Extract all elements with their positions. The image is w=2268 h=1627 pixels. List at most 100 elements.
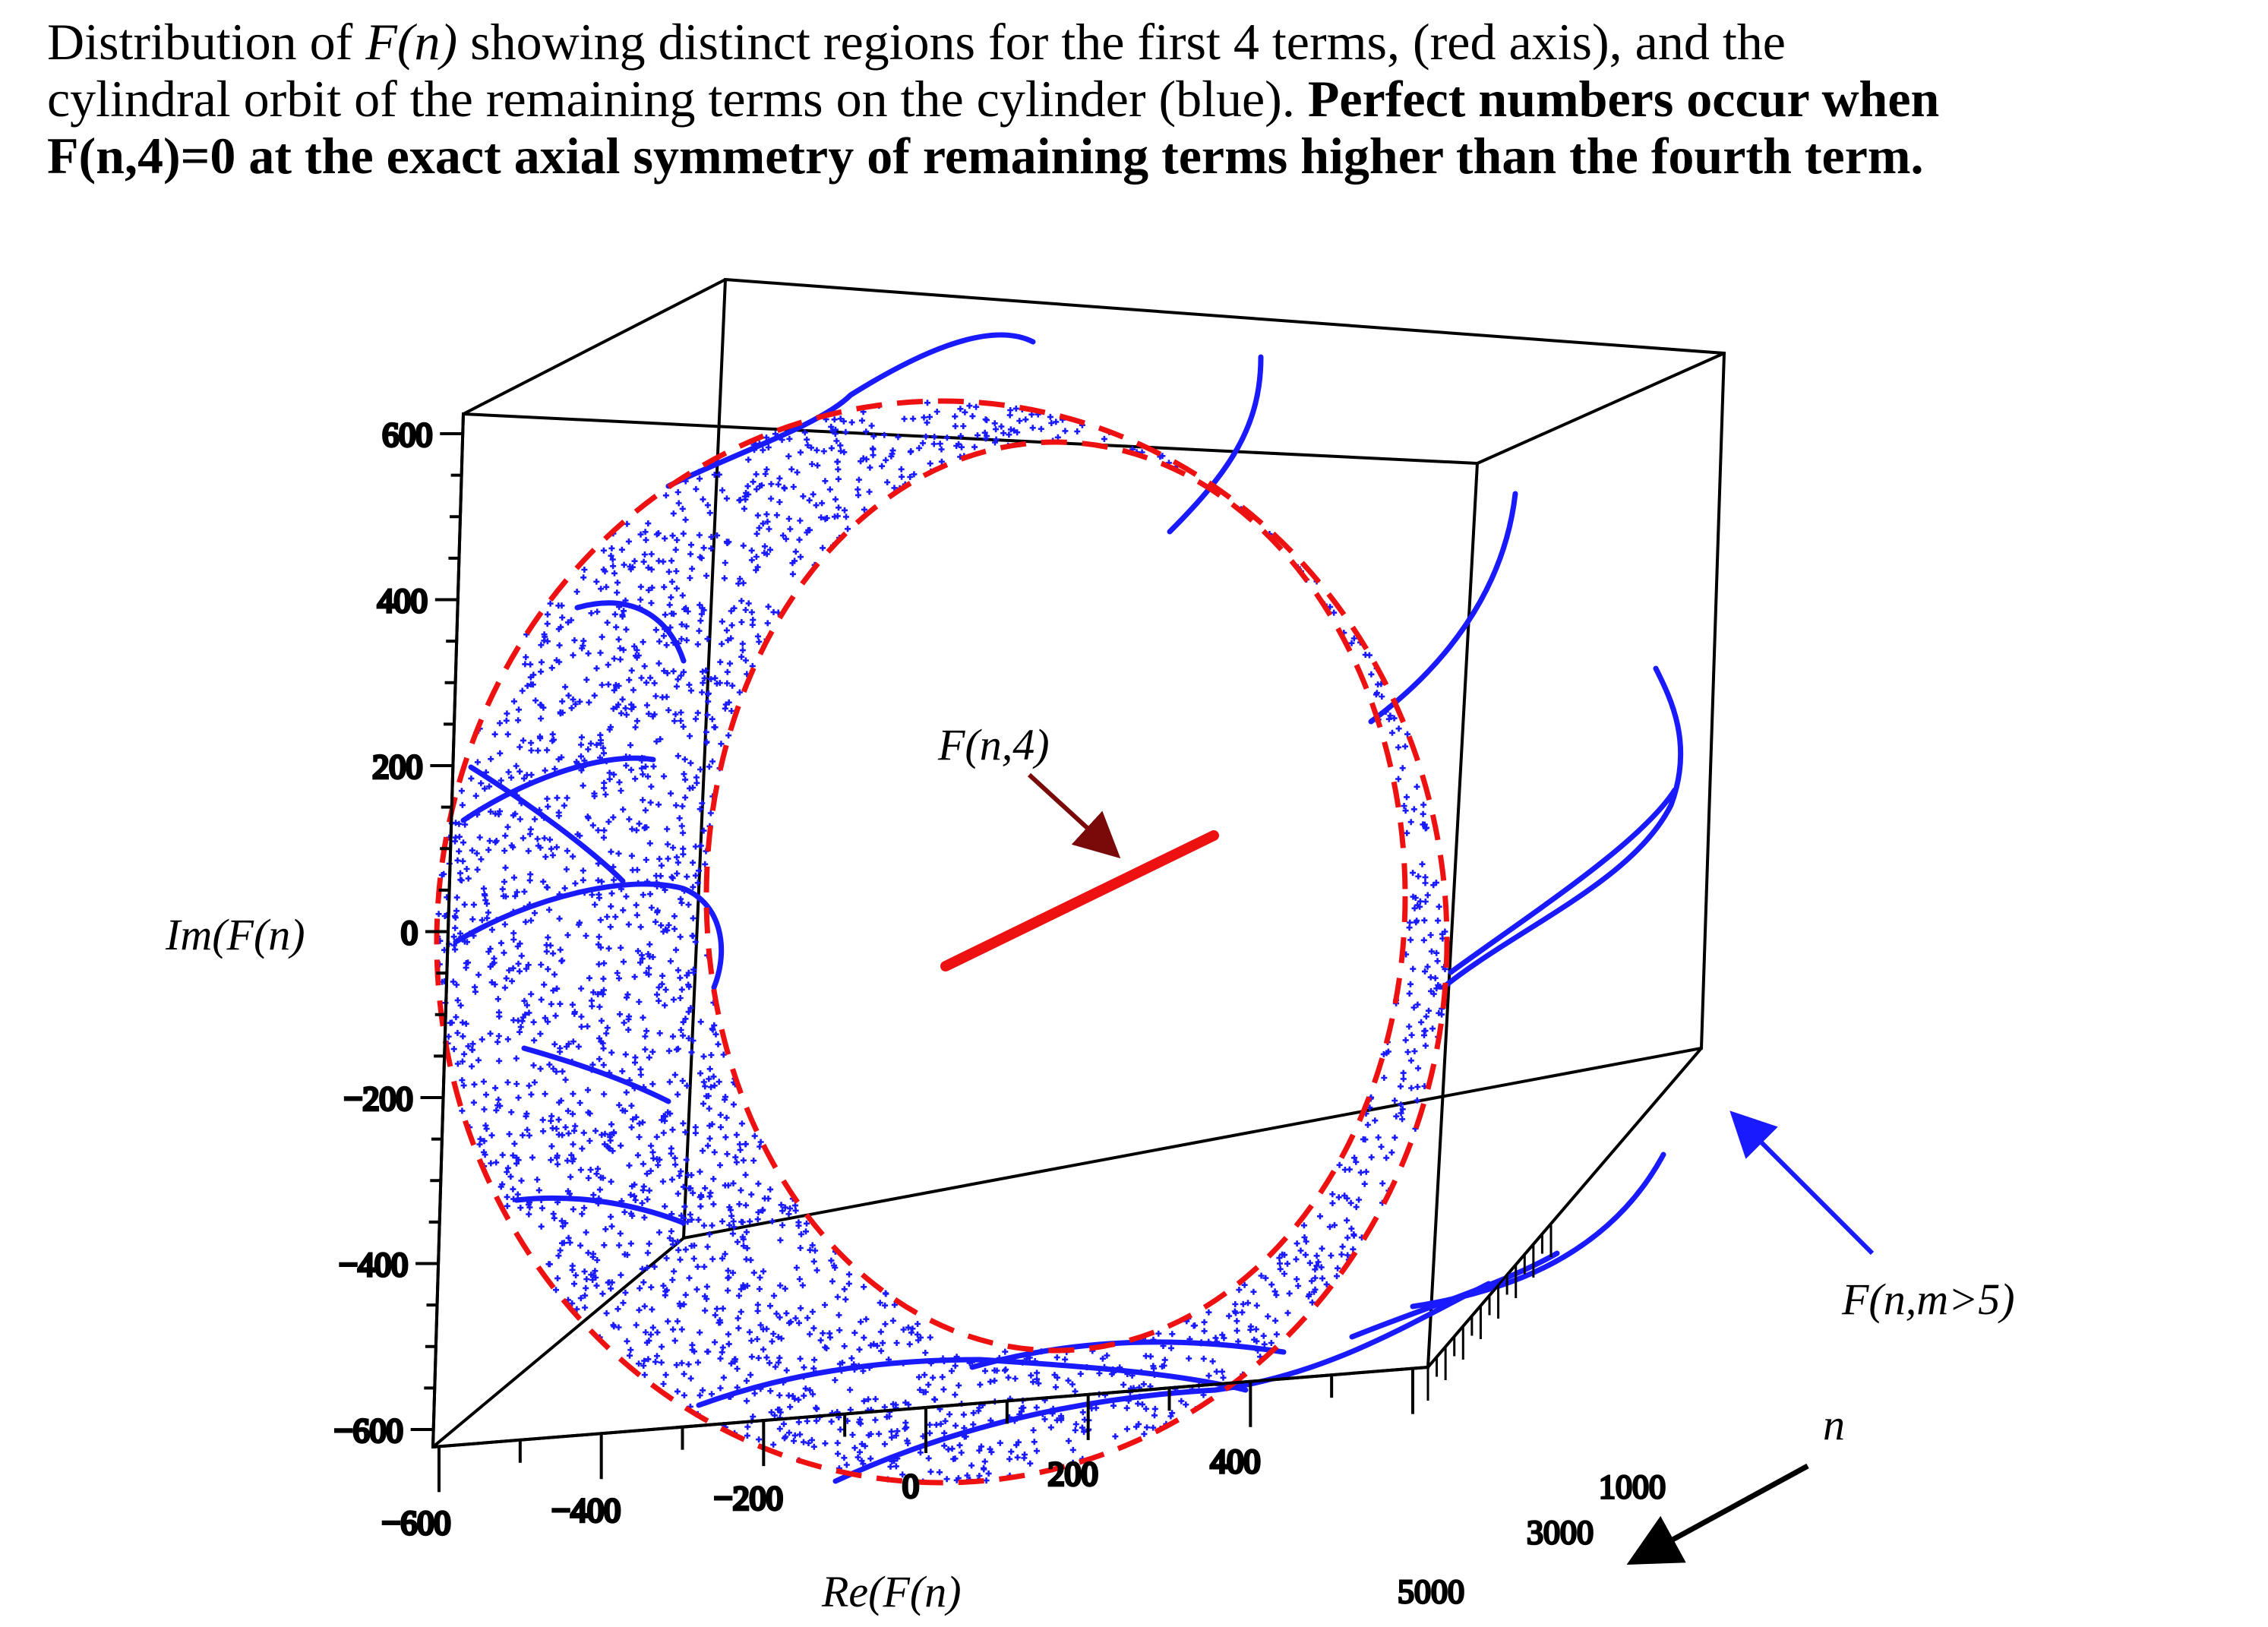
data-point [625,921,632,928]
data-point [861,1284,867,1291]
data-point [1155,1330,1162,1337]
data-point [504,1193,510,1200]
data-point [640,639,646,646]
data-point [701,1263,708,1270]
data-point [781,1435,788,1442]
data-point [659,972,666,979]
data-point [599,1291,606,1297]
data-point [586,699,592,706]
data-point [789,570,796,577]
data-point [554,1161,561,1167]
data-point [760,1346,766,1353]
data-point [636,820,643,827]
data-point [1315,1259,1322,1265]
data-point [650,763,657,770]
data-point [920,440,926,447]
data-point [787,526,794,532]
data-point [779,1222,786,1228]
data-point [495,1033,502,1039]
data-point [1420,801,1427,808]
data-point [705,1142,711,1149]
data-point [597,1174,604,1181]
data-point [748,1354,755,1360]
data-point [469,1047,475,1054]
data-point [1368,1154,1375,1161]
data-point [606,726,613,733]
data-point [633,718,640,725]
data-point [605,681,611,688]
data-point [450,1046,457,1053]
data-point [659,862,665,869]
data-point [740,1157,747,1164]
data-point [1253,1338,1260,1344]
data-point [545,611,551,618]
data-point [538,1223,545,1230]
data-point [781,1420,787,1427]
data-point [724,668,731,675]
data-point [567,1239,573,1246]
data-point [690,883,697,890]
data-point [551,1215,558,1221]
data-point [618,944,624,951]
im-tick-label: −600 [334,1412,403,1449]
data-point [801,1392,807,1399]
data-point [716,680,723,687]
data-point [601,827,608,834]
data-point [729,1231,736,1237]
data-point [537,701,544,708]
data-point [776,1426,783,1433]
data-point [700,668,706,675]
data-point [622,705,629,712]
data-point [595,891,602,898]
data-point [704,1243,711,1250]
data-point [795,1396,802,1403]
data-point [671,925,678,932]
data-point [1407,1057,1414,1064]
data-point [777,1237,784,1243]
data-point [831,416,838,423]
data-point [539,659,545,665]
data-point [949,1367,955,1374]
data-point [1104,1352,1110,1359]
data-point [976,1473,983,1479]
data-point [1433,949,1440,956]
data-point [801,429,808,436]
data-point [569,1262,576,1269]
data-point [882,1290,889,1297]
data-point [776,1392,783,1398]
data-point [778,1202,785,1208]
data-point [571,1009,578,1016]
data-point [747,1372,754,1379]
data-point [605,1279,611,1286]
data-point [753,530,760,537]
data-point [826,1330,833,1337]
data-point [724,1151,731,1158]
data-point [474,759,481,766]
data-point [753,486,760,493]
data-point [589,1253,596,1260]
data-point [463,1020,469,1027]
data-point [611,771,618,778]
data-point [1429,1025,1436,1032]
data-point [723,627,730,633]
data-point [1054,1374,1060,1381]
data-point [1011,427,1017,434]
data-point [545,934,551,941]
data-point [610,814,617,821]
data-point [453,820,459,826]
data-point [700,1079,707,1085]
data-point [709,716,715,722]
data-point [554,844,560,851]
data-point [620,646,627,653]
data-point [487,963,494,970]
data-point [757,1139,764,1145]
data-point [605,818,612,825]
data-point [1297,1247,1304,1254]
data-point [550,987,557,994]
data-point [633,1322,640,1328]
data-point [452,946,459,953]
data-point [1212,1335,1219,1341]
data-point [756,525,763,532]
data-point [620,907,627,914]
